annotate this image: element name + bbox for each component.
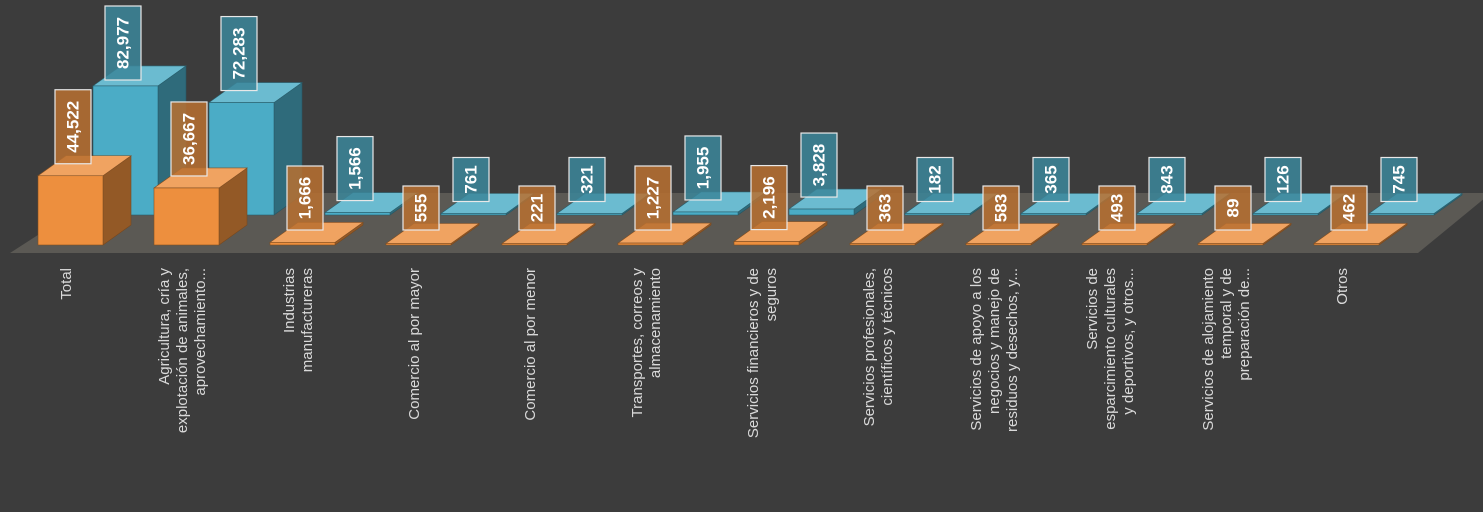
data-label-series1-6: 2,196 [750, 164, 788, 231]
data-label-series1-0: 44,522 [54, 89, 92, 165]
category-label-8: Servicios de apoyo a losnegocios y manej… [968, 268, 1021, 432]
data-label-series2-6: 3,828 [800, 132, 838, 198]
svg-text:36,667: 36,667 [180, 113, 199, 165]
svg-text:462: 462 [1340, 194, 1359, 222]
svg-text:1,666: 1,666 [296, 177, 315, 220]
svg-text:1,955: 1,955 [694, 147, 713, 190]
svg-text:1,227: 1,227 [644, 177, 663, 220]
data-label-series2-9: 843 [1148, 156, 1186, 203]
svg-text:1,566: 1,566 [346, 147, 365, 190]
data-label-series1-1: 36,667 [170, 101, 208, 177]
data-label-series1-9: 493 [1098, 185, 1136, 231]
bar-series1-6 [733, 221, 828, 246]
data-label-series1-5: 1,227 [634, 165, 672, 231]
category-label-2: Industriasmanufactureras [281, 268, 316, 372]
data-label-series1-8: 583 [982, 185, 1020, 231]
data-label-series1-2: 1,666 [286, 165, 324, 231]
data-label-series2-11: 745 [1380, 156, 1418, 203]
data-label-series1-3: 555 [402, 185, 440, 231]
data-label-series1-11: 462 [1330, 185, 1368, 231]
category-label-10: Servicios de alojamientotemporal y depre… [1200, 268, 1253, 431]
svg-text:182: 182 [926, 165, 945, 193]
svg-text:44,522: 44,522 [64, 101, 83, 153]
data-label-series2-2: 1,566 [336, 135, 374, 202]
data-label-series2-4: 321 [568, 156, 606, 203]
svg-text:72,283: 72,283 [230, 28, 249, 80]
category-label-4: Comercio al por menor [522, 268, 539, 421]
data-label-series2-1: 72,283 [220, 15, 258, 92]
category-axis: Total Agricultura, cría yexplotación de a… [58, 268, 1351, 439]
bar-series1-1 [153, 167, 248, 246]
svg-text:321: 321 [578, 165, 597, 193]
data-label-series2-5: 1,955 [684, 135, 722, 201]
svg-text:583: 583 [992, 194, 1011, 222]
bar-series1-0 [37, 155, 132, 246]
data-label-series2-10: 126 [1264, 156, 1302, 203]
svg-text:843: 843 [1158, 165, 1177, 193]
data-label-series1-7: 363 [866, 185, 904, 231]
category-label-11: Otros [1334, 268, 1351, 305]
category-label-9: Servicios deesparcimiento culturalesy de… [1084, 268, 1137, 430]
svg-text:3,828: 3,828 [810, 144, 829, 187]
svg-text:82,977: 82,977 [114, 17, 133, 69]
svg-text:363: 363 [876, 194, 895, 222]
data-label-series2-7: 182 [916, 156, 954, 203]
svg-text:555: 555 [412, 194, 431, 222]
svg-text:745: 745 [1390, 165, 1409, 193]
svg-text:126: 126 [1274, 165, 1293, 193]
data-label-series1-10: 89 [1214, 185, 1252, 231]
category-label-3: Comercio al por mayor [406, 268, 423, 420]
data-label-series2-3: 761 [452, 156, 490, 203]
category-label-5: Transportes, correos yalmacenamiento [629, 268, 664, 418]
data-label-series2-0: 82,977 [104, 5, 142, 81]
svg-text:221: 221 [528, 194, 547, 222]
category-label-0: Total [58, 268, 75, 300]
category-label-7: Servicios profesionales,científicos y té… [861, 268, 896, 426]
svg-text:2,196: 2,196 [760, 176, 779, 219]
svg-text:365: 365 [1042, 165, 1061, 193]
svg-text:493: 493 [1108, 194, 1127, 222]
data-label-series2-8: 365 [1032, 156, 1070, 203]
category-label-6: Servicios financieros y deseguros [745, 268, 780, 438]
data-labels-layer: 82,977 44,522 72,283 36,667 1,566 1,666 761 555… [54, 5, 1418, 231]
svg-text:761: 761 [462, 165, 481, 193]
category-label-1: Agricultura, cría yexplotación de animal… [156, 268, 209, 434]
svg-text:89: 89 [1224, 199, 1243, 218]
data-label-series1-4: 221 [518, 185, 556, 231]
